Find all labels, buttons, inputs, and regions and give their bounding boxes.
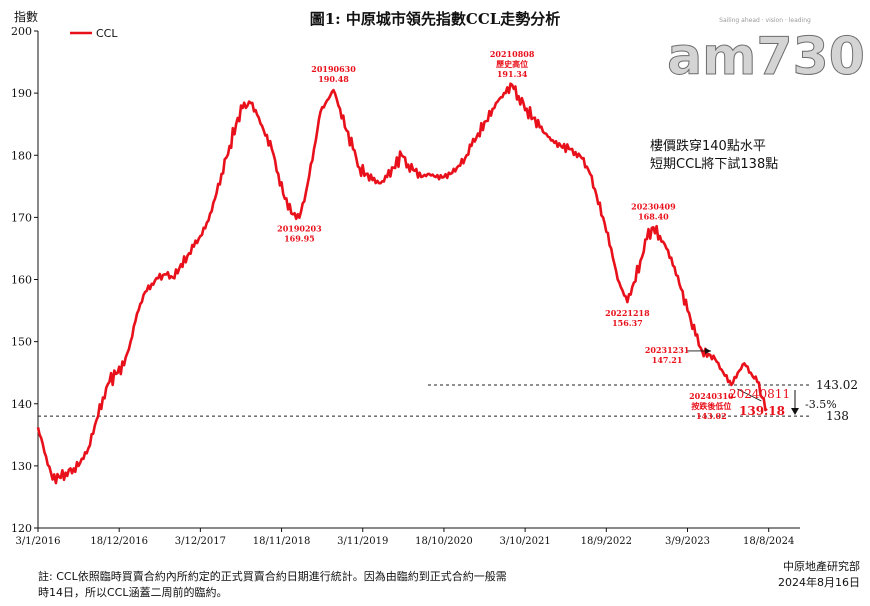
reference-label-low: 138 bbox=[826, 409, 849, 423]
footer: 註: CCL依照臨時買賣合約內所約定的正式買賣合約日期進行統計。因為由臨約到正式… bbox=[38, 559, 860, 599]
watermark-tagline: Sailing ahead · vision · leading bbox=[719, 17, 811, 24]
x-tick-label: 18/12/2016 bbox=[90, 536, 148, 547]
annotation-line-2: 短期CCL將下試138點 bbox=[650, 156, 778, 172]
change-arrow-head bbox=[791, 408, 799, 415]
series-layer bbox=[36, 82, 768, 485]
latest-date: 20240811 bbox=[729, 387, 790, 401]
footer-source: 中原地產研究部 bbox=[783, 559, 860, 573]
y-tick-label: 180 bbox=[11, 149, 32, 162]
watermark-logo: Sailing ahead · vision · leading am730 bbox=[667, 17, 866, 88]
x-tick-label: 3/12/2017 bbox=[175, 536, 226, 547]
annotation-label: 歷史高位 bbox=[496, 59, 528, 69]
reference-label-high: 143.02 bbox=[816, 378, 858, 392]
annotation-label: 156.37 bbox=[612, 318, 643, 328]
y-unit-label: 指數 bbox=[14, 9, 38, 24]
annotation-label: 168.40 bbox=[638, 211, 669, 221]
annotation-arrow bbox=[737, 388, 762, 402]
x-tick-label: 3/1/2016 bbox=[16, 536, 61, 547]
y-tick-label: 120 bbox=[11, 522, 32, 535]
change-label: -3.5% bbox=[805, 398, 837, 411]
y-tick-label: 200 bbox=[11, 25, 32, 38]
axes bbox=[34, 30, 800, 532]
y-tick-label: 160 bbox=[11, 274, 32, 287]
watermark-text: am730 bbox=[667, 27, 865, 87]
annotation-label: 147.21 bbox=[652, 355, 683, 365]
annotation-box: 樓價跌穿140點水平 短期CCL將下試138點 bbox=[650, 138, 778, 172]
footer-note-line-2: 時14日，所以CCL涵蓋二周前的臨約。 bbox=[38, 585, 228, 599]
annotation-label: 191.34 bbox=[497, 69, 528, 79]
annotation-label: 20221218 bbox=[605, 308, 650, 318]
annotation-label: 169.95 bbox=[284, 234, 315, 244]
y-tick-label: 170 bbox=[11, 211, 32, 224]
y-tick-label: 140 bbox=[11, 398, 32, 411]
x-tick-label: 18/10/2020 bbox=[415, 536, 473, 547]
annotation-line-1: 樓價跌穿140點水平 bbox=[650, 138, 766, 154]
annotation-label: 按跌後低位 bbox=[691, 401, 731, 411]
footer-note-line-1: 註: CCL依照臨時買賣合約內所約定的正式買賣合約日期進行統計。因為由臨約到正式… bbox=[38, 569, 507, 583]
y-tick-label: 150 bbox=[11, 336, 32, 349]
chart-title: 圖1: 中原城市領先指數CCL走勢分析 bbox=[310, 10, 561, 28]
series-line-ccl bbox=[36, 82, 768, 485]
x-tick-label: 3/10/2021 bbox=[499, 536, 550, 547]
annotation-label: 20240310 bbox=[689, 391, 734, 401]
x-tick-label: 18/11/2018 bbox=[253, 536, 311, 547]
annotation-label: 143.02 bbox=[696, 411, 727, 421]
annotation-label: 20231231 bbox=[645, 345, 690, 355]
latest-value: 139.18 bbox=[739, 404, 785, 418]
reference-lines: 143.02 138 bbox=[38, 378, 858, 423]
annotation-label: 20190203 bbox=[277, 224, 322, 234]
x-tick-label: 18/9/2022 bbox=[581, 536, 632, 547]
legend: CCL bbox=[70, 27, 118, 40]
legend-label: CCL bbox=[96, 27, 118, 40]
x-tick-label: 18/8/2024 bbox=[743, 536, 794, 547]
annotation-arrow-head bbox=[705, 347, 712, 354]
annotation-label: 20190630 bbox=[311, 64, 356, 74]
latest-value-label: 20240811 139.18 bbox=[729, 387, 790, 418]
annotation-label: 20230409 bbox=[631, 201, 676, 211]
tick-labels: 120 130 140 150 160 170 180 190 200 3/1/2016 18/12… bbox=[11, 25, 794, 547]
x-tick-label: 3/9/2023 bbox=[665, 536, 710, 547]
y-tick-label: 190 bbox=[11, 87, 32, 100]
footer-date: 2024年8月16日 bbox=[778, 575, 860, 589]
x-tick-label: 3/11/2019 bbox=[337, 536, 388, 547]
annotation-label: 20210808 bbox=[490, 49, 535, 59]
y-tick-label: 130 bbox=[11, 460, 32, 473]
annotation-label: 190.48 bbox=[318, 74, 349, 84]
